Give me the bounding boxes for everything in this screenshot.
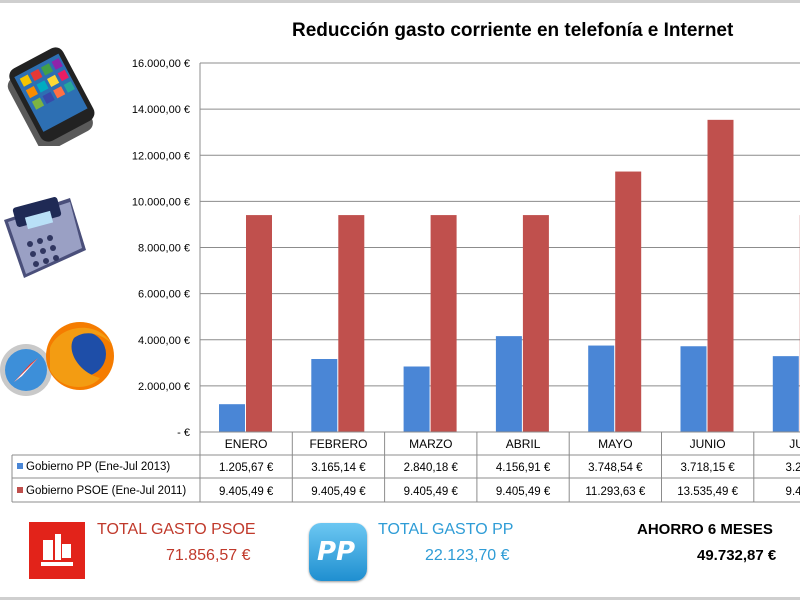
total-psoe-value: 71.856,57 € (166, 547, 251, 564)
table-value: 3.165,14 € (311, 462, 366, 474)
bar-psoe-marzo (430, 215, 457, 432)
bar-chart: - € 2.000,00 € 4.000,00 € 6.000,00 € 8.000,0… (11, 58, 800, 503)
x-category-label: ENERO (225, 437, 268, 451)
ahorro-value: 49.732,87 € (697, 547, 777, 564)
x-category-label: MAYO (598, 437, 632, 451)
ahorro-label: AHORRO 6 MESES (637, 521, 773, 538)
bar-pp-febrero (311, 359, 338, 432)
table-value: 9.405,49 € (496, 486, 551, 498)
bar-psoe-mayo (615, 171, 642, 433)
legend-label: Gobierno PSOE (Ene-Jul 2011) (26, 485, 186, 497)
total-pp-label: TOTAL GASTO PP (378, 521, 514, 538)
bar-pp-marzo (403, 366, 430, 432)
table-value: 3.748,54 € (588, 462, 643, 474)
y-tick-label: 4.000,00 € (138, 335, 190, 347)
bar-psoe-abril (522, 215, 549, 432)
y-tick-label: - € (177, 427, 190, 439)
psoe-logo (29, 522, 85, 579)
bars (219, 119, 800, 433)
chart-title: Reducción gasto corriente en telefonía e… (292, 20, 734, 41)
y-tick-label: 12.000,00 € (132, 150, 190, 162)
legend-swatch (17, 487, 23, 493)
browser-icons (0, 322, 114, 396)
table-value: 1.205,67 € (219, 462, 274, 474)
table-value: 4.156,91 € (496, 462, 551, 474)
y-tick-label: 6.000,00 € (138, 289, 190, 301)
total-psoe-label: TOTAL GASTO PSOE (97, 521, 256, 538)
y-tick-label: 8.000,00 € (138, 243, 190, 255)
x-category-label: MARZO (409, 437, 452, 451)
desk-phone-icon (4, 197, 86, 278)
table-value: 9.405 (786, 486, 800, 498)
table-value: 9.405,49 € (311, 486, 366, 498)
bar-pp-mayo (588, 345, 615, 432)
table-value: 3.718,15 € (680, 462, 735, 474)
bar-pp-abril (495, 336, 522, 432)
pp-logo: PP (309, 523, 367, 581)
y-axis-ticks: - € 2.000,00 € 4.000,00 € 6.000,00 € 8.000,0… (132, 58, 190, 439)
x-category-label: JUNIO (690, 437, 726, 451)
bar-pp-enero (219, 404, 245, 432)
x-category-label: FEBRERO (309, 437, 367, 451)
bar-psoe-enero (246, 215, 272, 432)
table-value: 9.405,49 € (404, 486, 459, 498)
bar-pp-junio (680, 346, 707, 432)
y-tick-label: 16.000,00 € (132, 58, 190, 70)
bar-psoe-febrero (338, 215, 365, 432)
table-value: 3.289 (786, 462, 800, 474)
y-tick-label: 10.000,00 € (132, 196, 190, 208)
bar-pp-julio (772, 356, 799, 432)
smartphone-icon (7, 47, 95, 146)
legend-swatch (17, 463, 23, 469)
y-tick-label: 14.000,00 € (132, 104, 190, 116)
pp-logo-text: PP (317, 537, 356, 567)
legend-label: Gobierno PP (Ene-Jul 2013) (26, 461, 170, 473)
grid-lines (199, 62, 800, 433)
table-value: 9.405,49 € (219, 486, 274, 498)
x-category-label: ABRIL (506, 437, 541, 451)
table-value: 13.535,49 € (677, 486, 738, 498)
table-value: 2.840,18 € (404, 462, 459, 474)
total-pp-value: 22.123,70 € (425, 547, 510, 564)
data-table: ENERO 1.205,67 € 9.405,49 € FEBRERO 3.165,14… (11, 431, 800, 503)
y-tick-label: 2.000,00 € (138, 381, 190, 393)
bar-psoe-junio (707, 119, 734, 432)
table-value: 11.293,63 € (585, 486, 646, 498)
x-category-label: JUL (789, 437, 800, 451)
